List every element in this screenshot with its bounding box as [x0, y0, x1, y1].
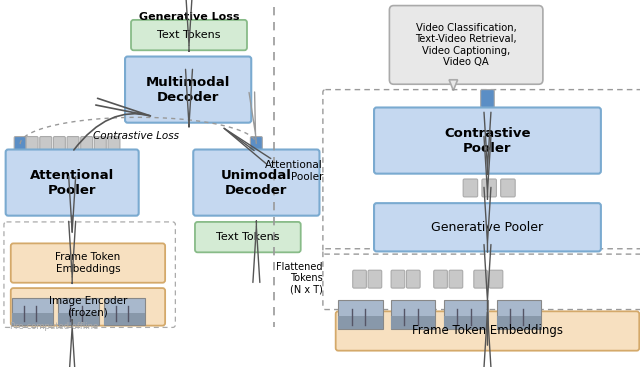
FancyBboxPatch shape: [81, 137, 93, 152]
FancyBboxPatch shape: [463, 179, 477, 197]
Polygon shape: [449, 80, 458, 91]
Text: Contrastive Loss: Contrastive Loss: [93, 131, 179, 141]
FancyBboxPatch shape: [482, 179, 497, 197]
Text: Text Tokens: Text Tokens: [216, 232, 280, 242]
FancyBboxPatch shape: [125, 57, 252, 123]
FancyBboxPatch shape: [374, 203, 601, 251]
FancyBboxPatch shape: [368, 270, 381, 288]
FancyBboxPatch shape: [389, 6, 543, 84]
FancyBboxPatch shape: [474, 270, 488, 288]
Text: Frame Token
Embeddings: Frame Token Embeddings: [55, 252, 120, 274]
Bar: [12, 313, 52, 325]
FancyBboxPatch shape: [131, 20, 247, 50]
FancyBboxPatch shape: [193, 149, 319, 216]
FancyBboxPatch shape: [481, 90, 494, 108]
Text: Flattened
Tokens
(N x T): Flattened Tokens (N x T): [276, 262, 323, 295]
FancyBboxPatch shape: [40, 137, 52, 152]
FancyBboxPatch shape: [250, 137, 262, 152]
FancyBboxPatch shape: [449, 270, 463, 288]
FancyBboxPatch shape: [67, 137, 79, 152]
Text: Attentional
Pooler: Attentional Pooler: [265, 160, 323, 182]
FancyBboxPatch shape: [374, 108, 601, 174]
Bar: [391, 316, 435, 329]
FancyBboxPatch shape: [353, 270, 366, 288]
Bar: [497, 316, 541, 329]
Text: Generative Pooler: Generative Pooler: [431, 221, 543, 234]
Bar: [338, 316, 383, 329]
Bar: [12, 298, 52, 325]
Text: Image Encoder
(frozen): Image Encoder (frozen): [49, 296, 127, 318]
Text: Text Tokens: Text Tokens: [157, 30, 221, 40]
Text: Contrastive
Pooler: Contrastive Pooler: [444, 127, 531, 155]
FancyBboxPatch shape: [195, 222, 301, 252]
Text: Frame Token Embeddings: Frame Token Embeddings: [412, 324, 563, 338]
FancyBboxPatch shape: [14, 137, 26, 152]
Bar: [104, 313, 145, 325]
FancyBboxPatch shape: [391, 270, 404, 288]
FancyBboxPatch shape: [11, 288, 165, 326]
FancyBboxPatch shape: [26, 137, 38, 152]
FancyBboxPatch shape: [108, 137, 120, 152]
FancyBboxPatch shape: [94, 137, 106, 152]
FancyBboxPatch shape: [500, 179, 515, 197]
Bar: [444, 300, 488, 329]
Bar: [391, 300, 435, 329]
FancyBboxPatch shape: [406, 270, 420, 288]
FancyBboxPatch shape: [11, 243, 165, 283]
FancyBboxPatch shape: [53, 137, 65, 152]
FancyBboxPatch shape: [335, 311, 639, 350]
Text: Video Classification,
Text-Video Retrieval,
Video Captioning,
Video QA: Video Classification, Text-Video Retriev…: [415, 22, 517, 67]
Bar: [104, 298, 145, 325]
FancyBboxPatch shape: [434, 270, 447, 288]
Bar: [497, 300, 541, 329]
Text: Unimodal
Decoder: Unimodal Decoder: [221, 168, 292, 197]
FancyBboxPatch shape: [6, 149, 139, 216]
Bar: [444, 316, 488, 329]
Text: Multimodal
Decoder: Multimodal Decoder: [146, 76, 230, 103]
Bar: [58, 313, 99, 325]
Bar: [58, 298, 99, 325]
Text: Pre-computed offline: Pre-computed offline: [10, 322, 98, 331]
Text: Attentional
Pooler: Attentional Pooler: [30, 168, 115, 197]
Bar: [338, 300, 383, 329]
Text: Generative Loss: Generative Loss: [139, 12, 239, 22]
FancyBboxPatch shape: [489, 270, 503, 288]
